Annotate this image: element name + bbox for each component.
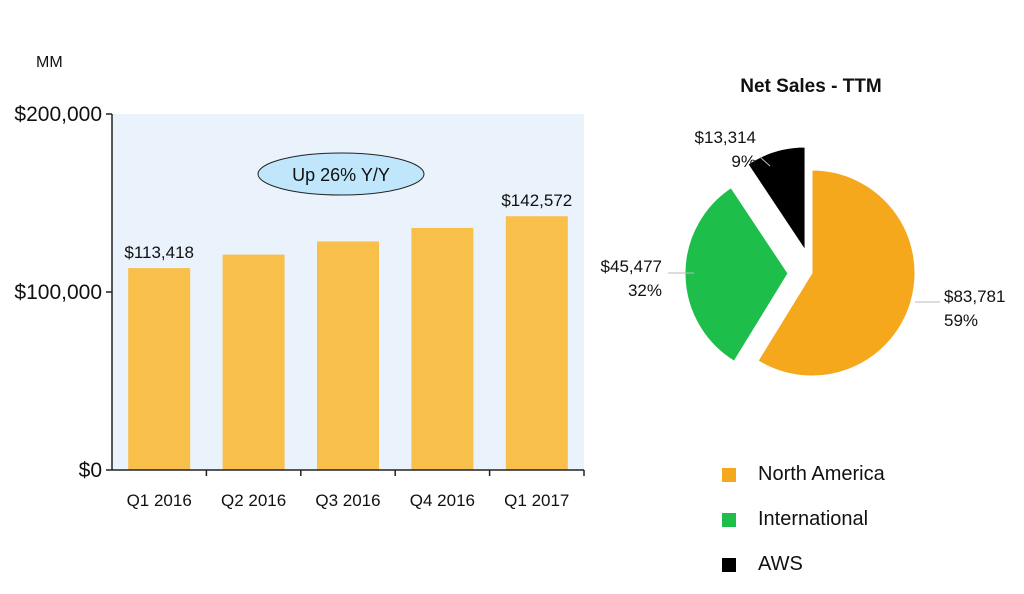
legend-item: International xyxy=(722,497,885,542)
legend-swatch xyxy=(722,557,736,572)
pie-slice-international xyxy=(684,186,789,362)
bar xyxy=(128,268,191,470)
legend-label: North America xyxy=(758,463,885,485)
pie-value-label: $83,781 xyxy=(944,287,1005,306)
x-tick-label: Q1 2016 xyxy=(127,491,192,510)
legend-label: International xyxy=(758,508,869,530)
pie-title: Net Sales - TTM xyxy=(740,76,881,97)
bar-data-label: $113,418 xyxy=(124,243,194,262)
y-axis-ticks: $0 $100,000 $200,000 xyxy=(14,103,112,482)
legend-swatch xyxy=(722,512,736,527)
legend-swatch xyxy=(722,467,736,482)
pie-legend: North America International AWS xyxy=(722,452,885,587)
legend-item: AWS xyxy=(722,542,885,587)
x-tick-label: Q1 2017 xyxy=(504,491,569,510)
pie-chart: Net Sales - TTM $83,781 59% $45,477 32% $13,… xyxy=(601,76,1006,377)
legend-item: North America xyxy=(722,452,885,497)
pie-value-label: $13,314 xyxy=(695,128,756,147)
bar xyxy=(411,227,474,470)
annotation-ellipse xyxy=(257,152,425,196)
bar-chart: MM $0 $100,000 $200,000 $113,418 $142,572 Q… xyxy=(14,54,585,510)
x-tick-label: Q3 2016 xyxy=(315,491,380,510)
bar-data-label: $142,572 xyxy=(501,191,572,210)
pie-value-label: $45,477 xyxy=(601,257,662,276)
pie-slice-north-america xyxy=(757,169,916,377)
pie-leader-line xyxy=(759,156,771,167)
y-tick-label: $100,000 xyxy=(14,281,102,304)
annotation-text: Up 26% Y/Y xyxy=(292,165,390,185)
pie-slices xyxy=(684,146,916,377)
bar xyxy=(317,241,379,470)
x-tick-label: Q4 2016 xyxy=(410,491,475,510)
bars: $113,418 $142,572 xyxy=(124,191,572,470)
y-tick-label: $200,000 xyxy=(14,103,102,126)
annotation-bubble: Up 26% Y/Y xyxy=(257,152,425,196)
pie-labels: $83,781 59% $45,477 32% $13,314 9% xyxy=(601,128,1006,330)
bar xyxy=(222,254,285,470)
x-axis-labels: Q1 2016 Q2 2016 Q3 2016 Q4 2016 Q1 2017 xyxy=(127,470,585,510)
pie-percent-label: 32% xyxy=(628,281,662,300)
y-tick-label: $0 xyxy=(79,459,102,482)
pie-percent-label: 9% xyxy=(731,152,756,171)
legend-label: AWS xyxy=(758,553,803,575)
unit-label: MM xyxy=(36,54,63,71)
pie-slice-aws xyxy=(747,146,806,252)
x-tick-label: Q2 2016 xyxy=(221,491,286,510)
bar xyxy=(505,216,568,470)
pie-percent-label: 59% xyxy=(944,311,978,330)
